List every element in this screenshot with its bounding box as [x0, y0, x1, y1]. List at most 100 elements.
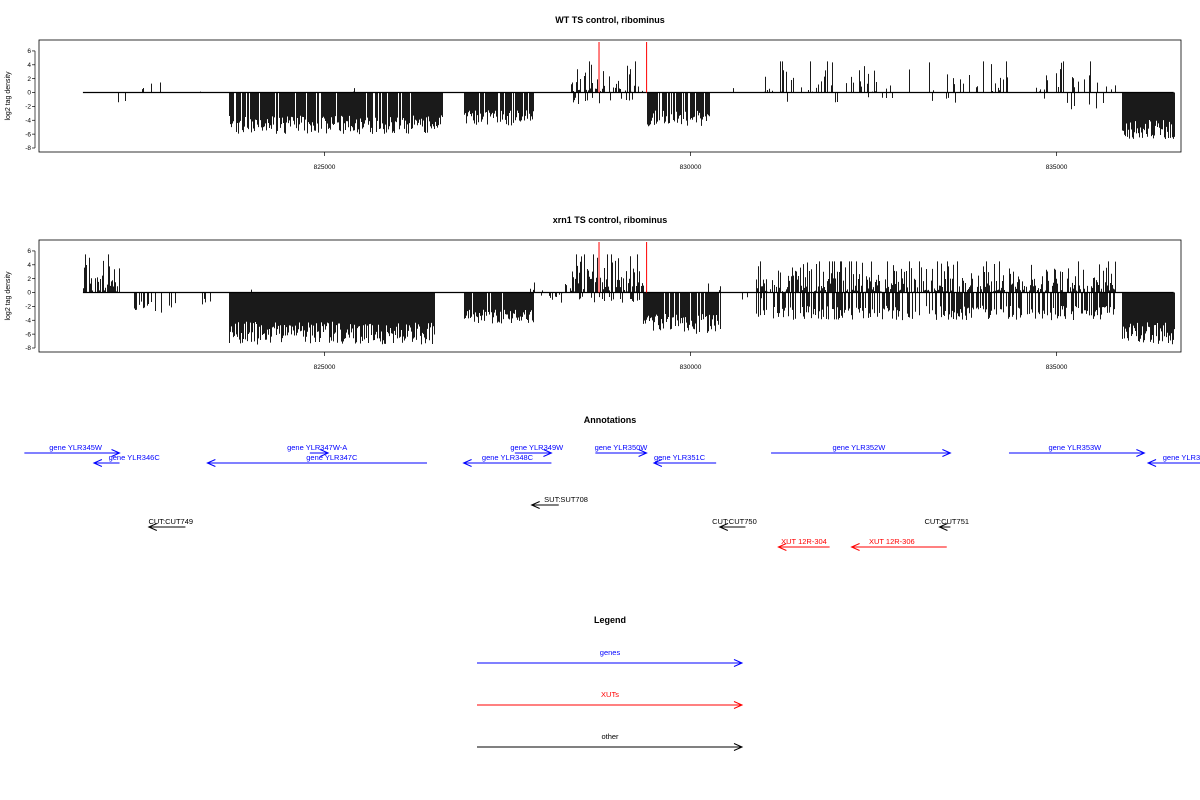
feature-label: gene YLR346C — [109, 453, 161, 462]
y-tick-label: 2 — [27, 76, 31, 83]
wt-y-axis-label: log2 tag density — [5, 71, 12, 121]
annotation-feature: gene YLR350W — [595, 443, 649, 457]
wt-track-panel: WT TS control, ribominus log2 tag densit… — [5, 15, 1182, 171]
y-tick-label: 6 — [27, 248, 31, 255]
y-tick-label: -4 — [25, 117, 31, 124]
y-tick-label: -6 — [25, 331, 31, 338]
feature-label: gene YLR347C — [306, 453, 358, 462]
feature-arrowhead — [938, 523, 948, 531]
feature-label: CUT:CUT751 — [924, 517, 969, 526]
xrn1-plot-frame — [38, 239, 1182, 353]
legend-label: other — [601, 732, 619, 741]
feature-arrowhead — [319, 449, 330, 457]
annotation-feature: XUT 12R-304 — [777, 537, 830, 551]
wt-signal-bars — [82, 61, 1175, 140]
y-tick-label: 0 — [27, 290, 31, 297]
y-tick-label: -2 — [25, 104, 31, 111]
xrn1-y-axis: -8 -6 -4 -2 0 2 4 6 — [25, 248, 36, 352]
annotation-feature: CUT:CUT750 — [712, 517, 757, 531]
feature-label: gene YLR354C — [1163, 453, 1200, 462]
feature-label: CUT:CUT749 — [148, 517, 193, 526]
feature-arrowhead — [733, 743, 744, 751]
legend-items: genes XUTs other — [477, 648, 744, 751]
feature-arrowhead — [652, 459, 663, 467]
wt-y-axis: -8 -6 -4 -2 0 2 4 6 — [25, 48, 36, 152]
y-tick-label: 4 — [27, 62, 31, 69]
feature-label: gene YLR351C — [654, 453, 706, 462]
feature-arrowhead — [92, 459, 103, 467]
annotation-feature: CUT:CUT749 — [147, 517, 193, 531]
feature-label: gene YLR348C — [482, 453, 534, 462]
wt-plot-frame — [38, 39, 1182, 153]
x-tick-label: 830000 — [680, 164, 702, 171]
xrn1-track-panel: xrn1 TS control, ribominus log2 tag dens… — [5, 215, 1182, 371]
feature-label: XUT 12R-306 — [869, 537, 915, 546]
annotation-feature: gene YLR348C — [462, 453, 552, 467]
y-tick-label: 2 — [27, 276, 31, 283]
legend-panel: Legend genes XUTs other — [477, 615, 744, 751]
y-tick-label: 6 — [27, 48, 31, 55]
feature-label: gene YLR347W-A — [287, 443, 347, 452]
xrn1-signal-bars — [82, 254, 1175, 345]
feature-arrowhead — [718, 523, 729, 531]
feature-arrowhead — [462, 459, 472, 467]
x-tick-label: 825000 — [314, 364, 336, 371]
annotations-panel: Annotations gene YLR345W gene YLR346C gene… — [24, 415, 1200, 551]
feature-arrowhead — [638, 449, 648, 457]
feature-label: gene YLR352W — [832, 443, 886, 452]
feature-arrowhead — [543, 449, 553, 457]
feature-arrowhead — [147, 523, 158, 531]
feature-arrowhead — [1136, 449, 1146, 457]
wt-red-markers — [598, 42, 648, 93]
annotation-feature: gene YLR349W — [510, 443, 564, 457]
x-tick-label: 835000 — [1046, 364, 1068, 371]
annotation-feature: gene YLR346C — [92, 453, 161, 467]
xrn1-track-title: xrn1 TS control, ribominus — [553, 215, 668, 225]
feature-arrowhead — [206, 459, 216, 467]
y-tick-label: -8 — [25, 145, 31, 152]
feature-arrowhead — [942, 449, 952, 457]
wt-track-title: WT TS control, ribominus — [555, 15, 665, 25]
xrn1-x-axis: 825000 830000 835000 — [314, 352, 1068, 371]
legend-label: XUTs — [601, 690, 619, 699]
legend-label: genes — [600, 648, 621, 657]
feature-arrowhead — [777, 543, 787, 551]
y-tick-label: -2 — [25, 304, 31, 311]
annotations-title: Annotations — [584, 415, 637, 425]
x-tick-label: 830000 — [680, 364, 702, 371]
feature-arrowhead — [733, 659, 744, 667]
xrn1-red-markers — [598, 242, 648, 293]
y-tick-label: 4 — [27, 262, 31, 269]
feature-arrowhead — [530, 501, 540, 509]
annotation-feature: gene YLR354C — [1146, 453, 1200, 467]
feature-label: SUT:SUT708 — [544, 495, 588, 504]
annotation-feature: XUT 12R-306 — [850, 537, 947, 551]
y-tick-label: 0 — [27, 90, 31, 97]
legend-title: Legend — [594, 615, 626, 625]
legend-item: genes — [477, 648, 744, 667]
annotation-feature: gene YLR347W-A — [287, 443, 347, 457]
feature-arrowhead — [733, 701, 744, 709]
wt-x-axis: 825000 830000 835000 — [314, 152, 1068, 171]
annotation-feature: gene YLR351C — [652, 453, 717, 467]
feature-label: XUT 12R-304 — [781, 537, 827, 546]
legend-item: other — [477, 732, 744, 751]
y-tick-label: -4 — [25, 317, 31, 324]
annotation-feature: gene YLR347C — [206, 453, 427, 467]
legend-item: XUTs — [477, 690, 744, 709]
x-tick-label: 835000 — [1046, 164, 1068, 171]
feature-arrowhead — [850, 543, 860, 551]
annotation-feature: gene YLR345W — [24, 443, 121, 457]
annotation-feature: SUT:SUT708 — [530, 495, 588, 509]
feature-arrowhead — [1146, 459, 1157, 467]
x-tick-label: 825000 — [314, 164, 336, 171]
feature-label: CUT:CUT750 — [712, 517, 757, 526]
y-tick-label: -6 — [25, 131, 31, 138]
annotation-feature: gene YLR353W — [1008, 443, 1146, 457]
feature-label: gene YLR350W — [595, 443, 649, 452]
feature-label: gene YLR345W — [49, 443, 103, 452]
xrn1-y-axis-label: log2 tag density — [5, 271, 12, 321]
annotation-feature: CUT:CUT751 — [924, 517, 969, 531]
